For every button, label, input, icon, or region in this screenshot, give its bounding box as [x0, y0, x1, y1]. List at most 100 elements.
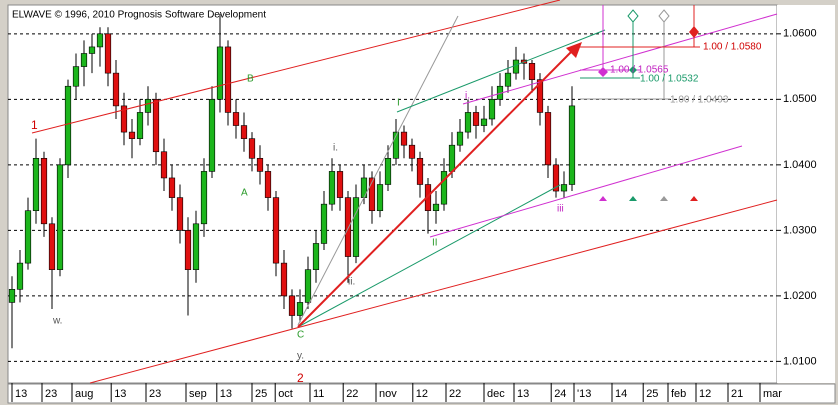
candle-body — [88, 46, 96, 54]
x-tick-label: nov — [379, 388, 397, 400]
candle-body — [392, 131, 400, 159]
y-tick-label: 1.0500 — [783, 93, 817, 105]
candle-body — [528, 63, 536, 80]
candle-body — [224, 46, 232, 113]
annotation: i. — [465, 91, 470, 102]
candle-body — [400, 131, 408, 146]
candle-body — [536, 79, 544, 113]
target-marker — [598, 67, 608, 77]
wave-lines — [31, 0, 778, 384]
x-tick-label: 12 — [416, 388, 428, 400]
candle-body — [320, 203, 328, 244]
candle-body — [144, 99, 152, 113]
annotation: ii. — [348, 277, 355, 288]
candle-body — [40, 157, 48, 225]
x-tick-label: 11 — [313, 388, 324, 400]
grid — [8, 33, 777, 362]
annotation: B — [247, 74, 254, 85]
candle-body — [440, 171, 448, 205]
candle-body — [408, 144, 416, 159]
candle-body — [304, 269, 312, 303]
candle-body — [264, 171, 272, 198]
projection-arrow — [297, 47, 576, 328]
x-tick-label: 13 — [114, 388, 126, 400]
annotation: i. — [333, 143, 338, 154]
candle-body — [184, 230, 192, 270]
annotation: y. — [297, 351, 304, 362]
annotation: iii — [557, 204, 564, 215]
candle-body — [296, 302, 304, 316]
candle-body — [16, 262, 24, 290]
candle-body — [152, 99, 160, 153]
annotation: 1.00 / 1.0532 — [640, 74, 699, 85]
channel-line — [89, 199, 778, 384]
trend-line — [396, 29, 606, 113]
candle-body — [240, 125, 248, 139]
candle-body — [376, 184, 384, 212]
trend-line — [429, 145, 743, 238]
candle-body — [512, 59, 520, 74]
x-tick-label: 12 — [699, 388, 711, 400]
annotation: 1.00 / 1.0493 — [670, 95, 729, 106]
candle-body — [8, 289, 16, 303]
candle-body — [568, 105, 576, 185]
candle-body — [280, 262, 288, 297]
candle-body — [472, 112, 480, 126]
candle-body — [120, 105, 128, 133]
x-tick-label: dec — [487, 388, 505, 400]
candle-body — [416, 157, 424, 185]
annotation: 1 — [31, 118, 38, 132]
arrow-head — [566, 42, 582, 58]
candle-body — [288, 295, 296, 316]
candle-body — [312, 243, 320, 270]
candle-body — [272, 197, 280, 264]
y-tick-label: 1.0400 — [783, 159, 817, 171]
y-tick-label: 1.0300 — [783, 224, 817, 236]
x-tick-label: 22 — [449, 388, 461, 400]
candle-body — [480, 118, 488, 126]
candle-body — [80, 53, 88, 67]
y-axis-area — [777, 5, 835, 383]
candle-body — [104, 33, 112, 74]
candle-body — [168, 177, 176, 198]
signal-marker — [690, 196, 698, 201]
annotation: 2 — [297, 371, 304, 385]
candle-body — [112, 72, 120, 107]
x-tick-label: '13 — [577, 388, 591, 400]
annotation: II — [432, 238, 438, 249]
candle-body — [488, 99, 496, 120]
x-tick-label: aug — [75, 388, 93, 400]
candle-body — [504, 72, 512, 87]
target-marker — [658, 9, 670, 23]
candle-body — [64, 85, 72, 166]
target-marker — [689, 26, 699, 38]
target-marker — [627, 9, 639, 23]
candle-body — [192, 223, 200, 270]
candle-body — [464, 112, 472, 133]
x-tick-label: 21 — [731, 388, 743, 400]
candle-body — [96, 33, 104, 48]
candle-body — [48, 223, 56, 270]
x-tick-label: 13 — [15, 388, 27, 400]
signal-marker — [660, 196, 668, 201]
x-tick-label: 25 — [255, 388, 267, 400]
annotation: 1.00 / 1.0580 — [703, 42, 762, 53]
candle-body — [552, 164, 560, 192]
annotation: 1.00 / 1.0565 — [610, 65, 669, 76]
candle-body — [32, 157, 40, 212]
plot-area — [7, 4, 778, 384]
candle-body — [72, 66, 80, 87]
candle-body — [128, 131, 136, 139]
candle-body — [336, 171, 344, 198]
x-tick-label: feb — [671, 388, 686, 400]
annotation: A — [241, 188, 248, 199]
candle-body — [432, 203, 440, 212]
x-tick-label: sep — [189, 388, 207, 400]
y-tick-label: 1.0200 — [783, 290, 817, 302]
x-tick-label: 13 — [517, 388, 529, 400]
x-tick-label: 13 — [220, 388, 232, 400]
candle-body — [344, 197, 352, 257]
y-tick-label: 1.0100 — [783, 355, 817, 367]
